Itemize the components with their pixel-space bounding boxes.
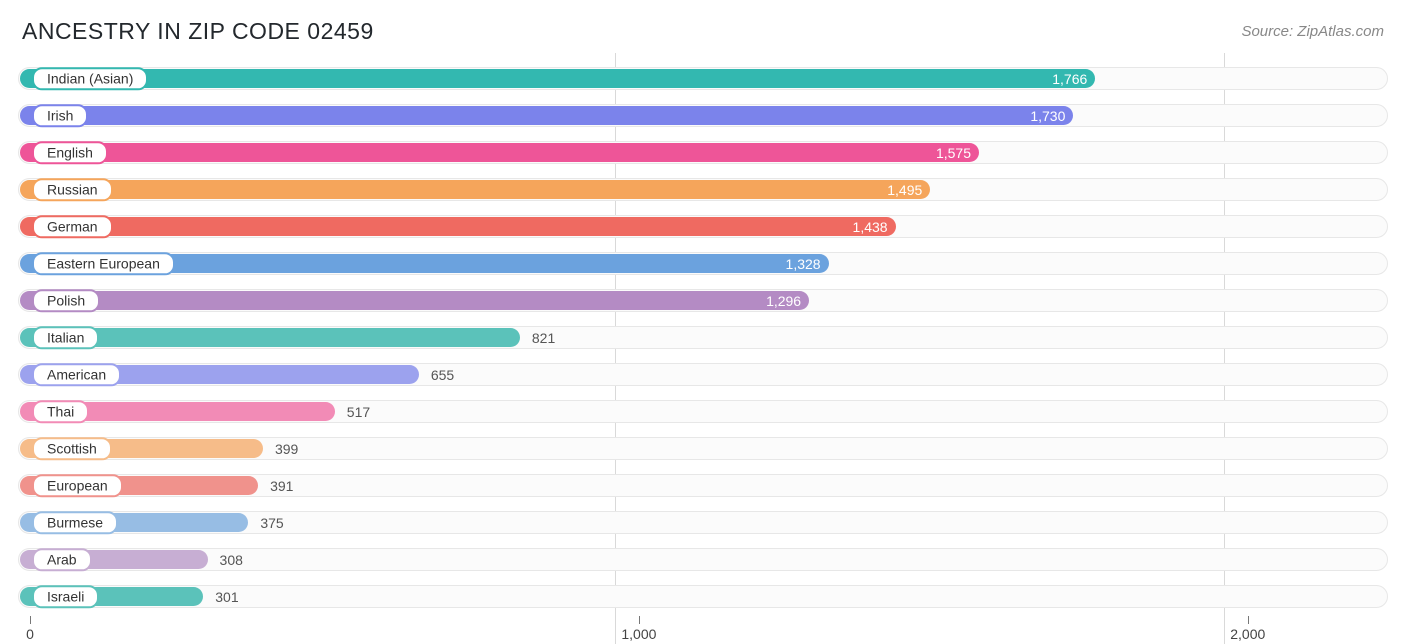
bar-category-label: Russian xyxy=(32,178,113,201)
bar-row: Indian (Asian) 1,766 xyxy=(12,61,1394,96)
bar-category-label: Eastern European xyxy=(32,252,175,275)
bar-value-label: 308 xyxy=(220,552,243,568)
bar-row: Italian 821 xyxy=(12,320,1394,355)
bar-category-label: European xyxy=(32,474,123,497)
bar-value-label: 655 xyxy=(431,367,454,383)
bar-value-label: 399 xyxy=(275,441,298,457)
bar-row: Russian 1,495 xyxy=(12,172,1394,207)
bar-fill xyxy=(20,180,930,199)
x-axis: 01,0002,000 xyxy=(30,616,1376,644)
bar-category-label: Thai xyxy=(32,400,89,423)
bar-value-label: 517 xyxy=(347,404,370,420)
bar-value-label: 1,766 xyxy=(1052,71,1087,87)
bar-category-label: Italian xyxy=(32,326,99,349)
bar-row: Thai 517 xyxy=(12,394,1394,429)
bar-category-label: American xyxy=(32,363,121,386)
bar-fill xyxy=(20,291,809,310)
bar-category-label: Israeli xyxy=(32,585,99,608)
bar-category-label: Arab xyxy=(32,548,92,571)
bar-value-label: 1,438 xyxy=(853,219,888,235)
bar-row: Burmese 375 xyxy=(12,505,1394,540)
bar-fill xyxy=(20,143,979,162)
bar-category-label: Indian (Asian) xyxy=(32,67,148,90)
bar-fill xyxy=(20,69,1095,88)
axis-tick-label: 1,000 xyxy=(621,626,656,642)
bar-row: Arab 308 xyxy=(12,542,1394,577)
chart-source: Source: ZipAtlas.com xyxy=(1241,23,1384,40)
bar-category-label: Polish xyxy=(32,289,100,312)
bar-category-label: Irish xyxy=(32,104,88,127)
bar-value-label: 1,328 xyxy=(786,256,821,272)
bar-value-label: 1,575 xyxy=(936,145,971,161)
bar-category-label: Scottish xyxy=(32,437,112,460)
bar-value-label: 301 xyxy=(215,589,238,605)
bar-fill xyxy=(20,106,1073,125)
axis-tick xyxy=(30,616,31,624)
bar-value-label: 375 xyxy=(260,515,283,531)
bar-category-label: German xyxy=(32,215,113,238)
axis-tick-label: 2,000 xyxy=(1230,626,1265,642)
axis-tick xyxy=(1248,616,1249,624)
bar-value-label: 391 xyxy=(270,478,293,494)
bar-row: European 391 xyxy=(12,468,1394,503)
bar-fill xyxy=(20,217,896,236)
bar-row: German 1,438 xyxy=(12,209,1394,244)
axis-tick xyxy=(639,616,640,624)
bar-row: American 655 xyxy=(12,357,1394,392)
bar-row: Polish 1,296 xyxy=(12,283,1394,318)
bar-row: Eastern European 1,328 xyxy=(12,246,1394,281)
bars-container: Indian (Asian) 1,766 Irish 1,730 English 1,57… xyxy=(12,61,1394,614)
axis-tick-label: 0 xyxy=(26,626,34,642)
bar-row: English 1,575 xyxy=(12,135,1394,170)
bar-row: Israeli 301 xyxy=(12,579,1394,614)
bar-value-label: 1,495 xyxy=(887,182,922,198)
bar-row: Irish 1,730 xyxy=(12,98,1394,133)
chart-area: Indian (Asian) 1,766 Irish 1,730 English 1,57… xyxy=(0,53,1406,644)
bar-category-label: English xyxy=(32,141,108,164)
bar-value-label: 1,296 xyxy=(766,293,801,309)
bar-value-label: 1,730 xyxy=(1030,108,1065,124)
chart-title: ANCESTRY IN ZIP CODE 02459 xyxy=(22,18,374,45)
chart-header: ANCESTRY IN ZIP CODE 02459 Source: ZipAt… xyxy=(0,0,1406,53)
bar-row: Scottish 399 xyxy=(12,431,1394,466)
bar-category-label: Burmese xyxy=(32,511,118,534)
bar-value-label: 821 xyxy=(532,330,555,346)
